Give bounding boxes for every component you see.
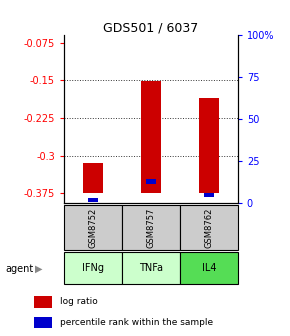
- Bar: [88, 198, 98, 202]
- Text: log ratio: log ratio: [60, 297, 97, 306]
- Text: percentile rank within the sample: percentile rank within the sample: [60, 318, 213, 327]
- Bar: [64, 205, 122, 250]
- Bar: [122, 205, 180, 250]
- Bar: [64, 252, 122, 284]
- Text: TNFa: TNFa: [139, 263, 163, 273]
- Bar: [34, 296, 52, 308]
- Bar: [204, 193, 214, 197]
- Bar: [199, 98, 219, 193]
- Bar: [141, 81, 161, 193]
- Bar: [180, 205, 238, 250]
- Text: IL4: IL4: [202, 263, 216, 273]
- Bar: [34, 317, 52, 328]
- Bar: [146, 179, 156, 183]
- Title: GDS501 / 6037: GDS501 / 6037: [103, 21, 198, 34]
- Text: IFNg: IFNg: [82, 263, 104, 273]
- Bar: [83, 163, 103, 193]
- Text: GSM8752: GSM8752: [88, 208, 97, 248]
- Text: ▶: ▶: [35, 264, 43, 274]
- Bar: [180, 252, 238, 284]
- Text: GSM8762: GSM8762: [204, 207, 213, 248]
- Text: GSM8757: GSM8757: [146, 207, 155, 248]
- Text: agent: agent: [6, 264, 34, 274]
- Bar: [122, 252, 180, 284]
